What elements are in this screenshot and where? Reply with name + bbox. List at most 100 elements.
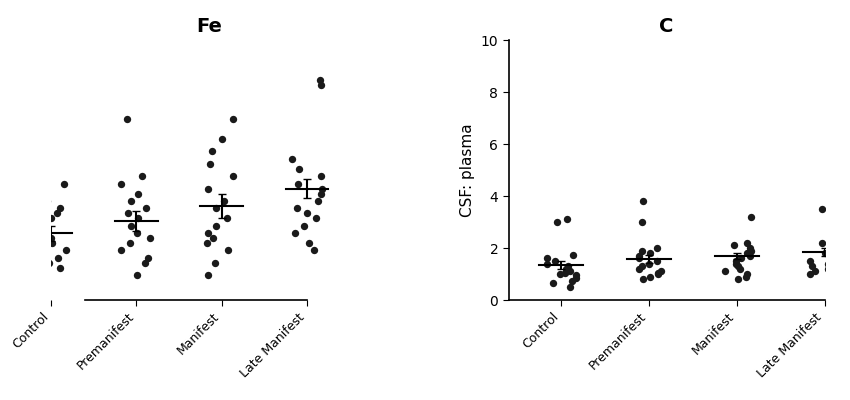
Y-axis label: CSF: plasma: CSF: plasma: [460, 123, 475, 217]
Point: [307, 247, 320, 254]
Point: [826, 232, 840, 238]
Point: [651, 270, 665, 276]
Point: [200, 240, 213, 246]
Point: [718, 268, 732, 274]
Point: [635, 263, 649, 270]
Point: [292, 166, 306, 172]
Point: [314, 173, 328, 179]
Point: [139, 205, 152, 212]
Point: [744, 253, 757, 259]
Point: [302, 240, 315, 246]
Point: [121, 210, 134, 216]
Point: [815, 240, 829, 246]
Point: [832, 255, 846, 262]
Point: [59, 247, 72, 254]
Point: [819, 250, 832, 256]
Point: [131, 215, 145, 222]
Point: [643, 260, 656, 267]
Point: [566, 251, 580, 258]
Point: [45, 240, 59, 246]
Point: [732, 276, 745, 282]
Point: [828, 274, 842, 280]
Point: [826, 245, 840, 251]
Point: [121, 116, 134, 122]
Point: [215, 136, 229, 142]
Point: [291, 180, 304, 187]
Point: [651, 271, 665, 277]
Point: [734, 266, 747, 272]
Point: [547, 280, 560, 286]
Point: [286, 156, 299, 162]
Point: [744, 214, 757, 220]
Point: [314, 81, 327, 88]
Point: [204, 161, 218, 167]
Point: [728, 242, 741, 248]
Point: [822, 247, 836, 254]
Point: [558, 270, 572, 276]
Point: [289, 230, 303, 236]
Point: [135, 173, 149, 179]
Point: [632, 253, 646, 259]
Point: [115, 247, 128, 254]
Point: [565, 277, 579, 284]
Point: [141, 255, 155, 261]
Point: [643, 274, 656, 280]
Point: [31, 230, 45, 236]
Point: [743, 245, 756, 251]
Point: [833, 253, 847, 259]
Point: [826, 242, 840, 248]
Point: [301, 210, 314, 216]
Point: [650, 258, 664, 264]
Point: [740, 250, 754, 256]
Point: [636, 198, 649, 204]
Point: [42, 260, 56, 266]
Point: [740, 274, 753, 280]
Point: [291, 205, 304, 212]
Point: [131, 190, 145, 197]
Point: [821, 266, 835, 272]
Point: [49, 210, 63, 216]
Point: [637, 276, 650, 282]
Point: [636, 247, 649, 254]
Point: [31, 190, 44, 197]
Point: [125, 198, 139, 204]
Point: [808, 268, 822, 274]
Point: [115, 180, 128, 187]
Point: [540, 260, 553, 267]
Point: [805, 263, 819, 270]
Point: [570, 272, 583, 278]
Point: [740, 271, 754, 277]
Point: [744, 247, 757, 254]
Point: [802, 271, 816, 277]
Title: C: C: [660, 17, 674, 36]
Point: [208, 260, 222, 266]
Point: [815, 206, 829, 212]
Point: [124, 240, 138, 246]
Point: [570, 275, 583, 281]
Point: [740, 240, 754, 246]
Point: [226, 116, 240, 122]
Point: [220, 215, 234, 222]
Point: [560, 216, 574, 222]
Point: [41, 198, 54, 204]
Point: [209, 222, 223, 229]
Point: [130, 230, 144, 236]
Point: [226, 173, 240, 179]
Point: [209, 205, 223, 212]
Point: [218, 198, 231, 204]
Point: [57, 180, 71, 187]
Point: [564, 284, 577, 290]
Point: [541, 255, 554, 262]
Point: [728, 260, 742, 267]
Point: [54, 205, 67, 212]
Point: [734, 255, 748, 262]
Point: [201, 185, 215, 192]
Point: [53, 265, 66, 271]
Point: [643, 250, 657, 256]
Point: [729, 258, 743, 264]
Point: [551, 219, 564, 225]
Point: [222, 247, 235, 254]
Point: [31, 272, 45, 278]
Point: [654, 268, 667, 274]
Point: [314, 190, 328, 197]
